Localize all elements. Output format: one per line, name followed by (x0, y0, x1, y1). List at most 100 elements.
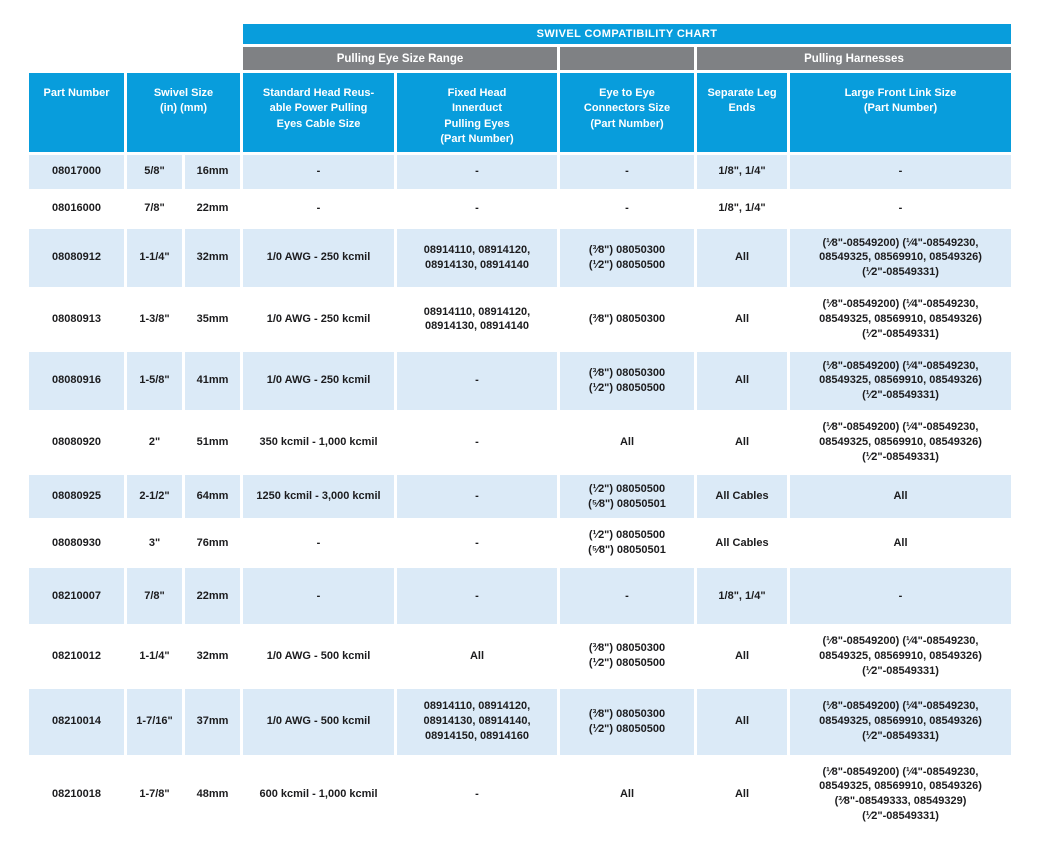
cell-large-front-link: All (790, 474, 1011, 519)
group-header-pulling-eye-size-range: Pulling Eye Size Range (243, 47, 557, 70)
cell-part-number: 08210007 (29, 568, 124, 625)
cell-part-number: 08080925 (29, 474, 124, 519)
cell-fixed-head: - (397, 351, 557, 411)
cell-swivel-size-in: 7/8" (127, 568, 182, 625)
cell-large-front-link: - (790, 191, 1011, 226)
cell-fixed-head: - (397, 757, 557, 831)
cell-large-front-link: (¹⁄8"-08549200) (¹⁄4"-08549230, 08549325… (790, 290, 1011, 349)
cell-part-number: 08080930 (29, 521, 124, 566)
cell-fixed-head: - (397, 154, 557, 189)
cell-large-front-link: (¹⁄8"-08549200) (¹⁄4"-08549230, 08549325… (790, 351, 1011, 411)
cell-large-front-link: All (790, 521, 1011, 566)
col-header-standard-head: Standard Head Reus- able Power Pulling E… (243, 73, 394, 152)
cell-separate-leg-ends: 1/8", 1/4" (697, 154, 787, 189)
cell-large-front-link: - (790, 568, 1011, 625)
table-body: 08017000 5/8" 16mm - - - 1/8", 1/4" - 08… (29, 154, 1011, 831)
cell-eye-to-eye: - (560, 154, 694, 189)
col-header-fixed-head: Fixed Head Innerduct Pulling Eyes (Part … (397, 73, 557, 152)
cell-swivel-size-in: 1-5/8" (127, 351, 182, 411)
cell-standard-head: - (243, 191, 394, 226)
cell-swivel-size-mm: 48mm (185, 757, 240, 831)
cell-standard-head: - (243, 568, 394, 625)
cell-eye-to-eye: (³⁄8") 08050300 (¹⁄2") 08050500 (560, 688, 694, 755)
cell-swivel-size-mm: 22mm (185, 568, 240, 625)
cell-separate-leg-ends: All Cables (697, 474, 787, 519)
table-header: SWIVEL COMPATIBILITY CHART Pulling Eye S… (29, 24, 1011, 152)
cell-standard-head: 1/0 AWG - 250 kcmil (243, 290, 394, 349)
table-row: 08080930 3" 76mm - - (¹⁄2") 08050500 (⁵⁄… (29, 521, 1011, 566)
cell-swivel-size-mm: 76mm (185, 521, 240, 566)
cell-separate-leg-ends: 1/8", 1/4" (697, 568, 787, 625)
cell-eye-to-eye: - (560, 568, 694, 625)
cell-swivel-size-mm: 32mm (185, 228, 240, 288)
cell-fixed-head: 08914110, 08914120, 08914130, 08914140 (397, 290, 557, 349)
col-header-eye-to-eye: Eye to Eye Connectors Size (Part Number) (560, 73, 694, 152)
cell-eye-to-eye: (³⁄8") 08050300 (¹⁄2") 08050500 (560, 627, 694, 686)
cell-large-front-link: (¹⁄8"-08549200) (¹⁄4"-08549230, 08549325… (790, 757, 1011, 831)
cell-swivel-size-in: 1-7/16" (127, 688, 182, 755)
cell-fixed-head: All (397, 627, 557, 686)
group-header-spacer (560, 47, 694, 70)
table-row: 08080913 1-3/8" 35mm 1/0 AWG - 250 kcmil… (29, 290, 1011, 349)
cell-separate-leg-ends: All (697, 351, 787, 411)
cell-separate-leg-ends: All (697, 413, 787, 472)
cell-swivel-size-in: 1-7/8" (127, 757, 182, 831)
cell-standard-head: 600 kcmil - 1,000 kcmil (243, 757, 394, 831)
cell-eye-to-eye: (³⁄8") 08050300 (560, 290, 694, 349)
cell-fixed-head: 08914110, 08914120, 08914130, 08914140, … (397, 688, 557, 755)
cell-swivel-size-in: 1-1/4" (127, 627, 182, 686)
col-header-part-number: Part Number (29, 73, 124, 152)
table-row: 08080925 2-1/2" 64mm 1250 kcmil - 3,000 … (29, 474, 1011, 519)
cell-standard-head: 1/0 AWG - 500 kcmil (243, 627, 394, 686)
cell-eye-to-eye: All (560, 757, 694, 831)
chart-title: SWIVEL COMPATIBILITY CHART (243, 24, 1011, 44)
cell-separate-leg-ends: 1/8", 1/4" (697, 191, 787, 226)
cell-eye-to-eye: (³⁄8") 08050300 (¹⁄2") 08050500 (560, 351, 694, 411)
cell-eye-to-eye: (¹⁄2") 08050500 (⁵⁄8") 08050501 (560, 474, 694, 519)
cell-fixed-head: 08914110, 08914120, 08914130, 08914140 (397, 228, 557, 288)
cell-standard-head: 1/0 AWG - 250 kcmil (243, 228, 394, 288)
cell-swivel-size-in: 2-1/2" (127, 474, 182, 519)
table-row: 08210014 1-7/16" 37mm 1/0 AWG - 500 kcmi… (29, 688, 1011, 755)
cell-swivel-size-mm: 41mm (185, 351, 240, 411)
cell-swivel-size-mm: 22mm (185, 191, 240, 226)
table-row: 08210018 1-7/8" 48mm 600 kcmil - 1,000 k… (29, 757, 1011, 831)
group-header-pulling-harnesses: Pulling Harnesses (697, 47, 1011, 70)
title-row: SWIVEL COMPATIBILITY CHART (29, 24, 1011, 44)
cell-large-front-link: (¹⁄8"-08549200) (¹⁄4"-08549230, 08549325… (790, 228, 1011, 288)
cell-swivel-size-mm: 51mm (185, 413, 240, 472)
col-header-swivel-size: Swivel Size (in) (mm) (127, 73, 240, 152)
cell-swivel-size-mm: 16mm (185, 154, 240, 189)
table-row: 08080916 1-5/8" 41mm 1/0 AWG - 250 kcmil… (29, 351, 1011, 411)
cell-part-number: 08017000 (29, 154, 124, 189)
cell-swivel-size-mm: 64mm (185, 474, 240, 519)
cell-part-number: 08080916 (29, 351, 124, 411)
cell-swivel-size-in: 7/8" (127, 191, 182, 226)
cell-standard-head: - (243, 154, 394, 189)
cell-standard-head: 1/0 AWG - 500 kcmil (243, 688, 394, 755)
cell-fixed-head: - (397, 191, 557, 226)
table-row: 08080912 1-1/4" 32mm 1/0 AWG - 250 kcmil… (29, 228, 1011, 288)
col-header-large-front-link: Large Front Link Size (Part Number) (790, 73, 1011, 152)
cell-separate-leg-ends: All (697, 228, 787, 288)
cell-swivel-size-mm: 32mm (185, 627, 240, 686)
cell-part-number: 08210018 (29, 757, 124, 831)
table-row: 08016000 7/8" 22mm - - - 1/8", 1/4" - (29, 191, 1011, 226)
cell-part-number: 08210014 (29, 688, 124, 755)
cell-swivel-size-in: 1-1/4" (127, 228, 182, 288)
cell-part-number: 08016000 (29, 191, 124, 226)
cell-swivel-size-mm: 37mm (185, 688, 240, 755)
cell-swivel-size-in: 1-3/8" (127, 290, 182, 349)
header-spacer (29, 24, 240, 70)
cell-part-number: 08210012 (29, 627, 124, 686)
cell-eye-to-eye: (¹⁄2") 08050500 (⁵⁄8") 08050501 (560, 521, 694, 566)
col-header-separate-leg-ends: Separate Leg Ends (697, 73, 787, 152)
cell-fixed-head: - (397, 568, 557, 625)
cell-eye-to-eye: All (560, 413, 694, 472)
cell-large-front-link: (¹⁄8"-08549200) (¹⁄4"-08549230, 08549325… (790, 413, 1011, 472)
cell-fixed-head: - (397, 521, 557, 566)
cell-part-number: 08080913 (29, 290, 124, 349)
cell-swivel-size-mm: 35mm (185, 290, 240, 349)
cell-large-front-link: (¹⁄8"-08549200) (¹⁄4"-08549230, 08549325… (790, 627, 1011, 686)
cell-large-front-link: (¹⁄8"-08549200) (¹⁄4"-08549230, 08549325… (790, 688, 1011, 755)
